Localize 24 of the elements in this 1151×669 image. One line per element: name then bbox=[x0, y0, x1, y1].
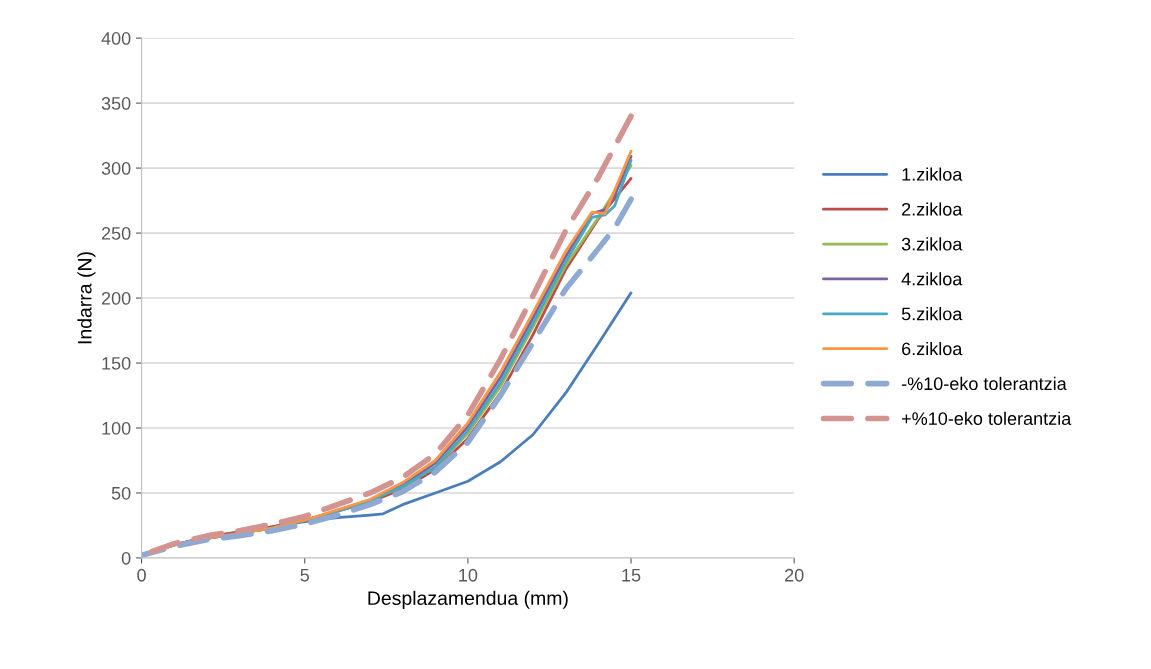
legend-label: 1.zikloa bbox=[902, 167, 963, 181]
y-tick-label: 350 bbox=[101, 97, 131, 110]
x-tick-label: 0 bbox=[137, 568, 146, 582]
y-axis-title: Indarra (N) bbox=[77, 252, 96, 344]
legend-label: -%10-eko tolerantzia bbox=[901, 376, 1067, 391]
y-tick-label: 300 bbox=[101, 162, 131, 175]
legend-label: +%10-eko tolerantzia bbox=[902, 411, 1072, 425]
y-tick-label: 200 bbox=[101, 291, 131, 305]
legend-label: 3.zikloa bbox=[901, 237, 963, 251]
y-tick-label: 100 bbox=[102, 421, 131, 435]
legend-label: 2.zikloa bbox=[902, 202, 963, 216]
x-tick-label: 5 bbox=[300, 569, 309, 582]
x-axis-title: Desplazamendua (mm) bbox=[368, 590, 568, 609]
y-tick-label: 250 bbox=[101, 227, 131, 240]
x-tick-label: 10 bbox=[459, 568, 478, 582]
x-tick-label: 20 bbox=[785, 568, 804, 582]
legend-label: 4.zikloa bbox=[901, 272, 963, 286]
x-tick-label: 15 bbox=[622, 569, 641, 582]
y-tick-label: 150 bbox=[102, 356, 131, 370]
y-tick-label: 0 bbox=[121, 551, 131, 565]
legend-label: 5.zikloa bbox=[901, 307, 963, 321]
y-tick-label: 400 bbox=[101, 32, 131, 45]
legend-label: 6.zikloa bbox=[902, 341, 963, 356]
y-tick-label: 50 bbox=[111, 486, 131, 500]
